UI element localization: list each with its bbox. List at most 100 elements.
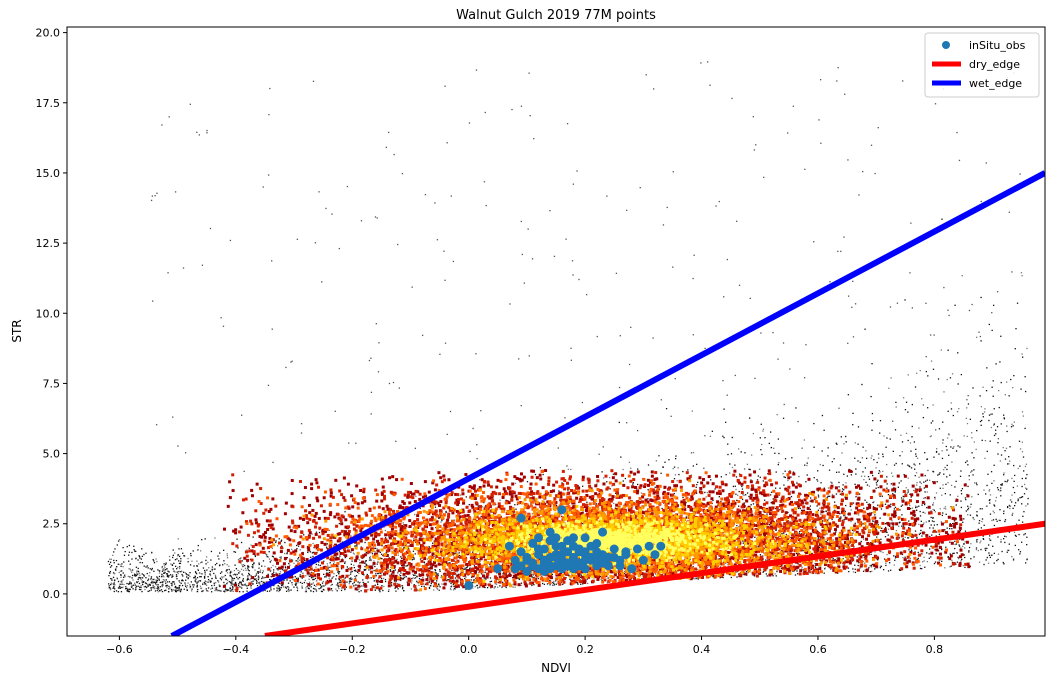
density-point bbox=[919, 510, 921, 513]
density-point bbox=[135, 574, 138, 576]
density-point bbox=[488, 563, 491, 565]
density-point bbox=[119, 583, 121, 585]
density-point bbox=[358, 591, 360, 593]
density-point bbox=[941, 560, 943, 562]
density-point bbox=[350, 577, 352, 579]
density-point bbox=[873, 501, 875, 503]
density-point bbox=[384, 537, 387, 539]
density-point bbox=[879, 517, 881, 519]
density-point bbox=[934, 549, 936, 551]
density-point bbox=[304, 590, 307, 593]
density-point bbox=[825, 540, 827, 543]
density-point bbox=[817, 509, 820, 511]
density-point bbox=[275, 541, 277, 543]
density-point bbox=[880, 565, 883, 568]
density-point bbox=[218, 585, 221, 587]
density-point bbox=[456, 571, 458, 573]
density-point bbox=[969, 514, 972, 516]
density-point bbox=[710, 479, 712, 481]
density-point bbox=[910, 450, 912, 452]
density-point bbox=[765, 518, 767, 520]
density-point bbox=[157, 591, 160, 593]
density-point bbox=[845, 435, 847, 438]
density-point bbox=[229, 581, 232, 583]
density-point bbox=[473, 565, 476, 567]
density-point bbox=[226, 589, 229, 591]
density-point bbox=[140, 558, 143, 560]
density-point bbox=[155, 579, 157, 581]
density-point bbox=[988, 489, 991, 491]
density-point bbox=[844, 560, 846, 562]
density-point bbox=[1011, 477, 1013, 480]
density-point bbox=[930, 556, 932, 558]
density-point bbox=[712, 499, 714, 502]
density-point bbox=[468, 568, 471, 570]
density-point bbox=[821, 520, 824, 522]
density-point bbox=[168, 581, 171, 583]
density-point bbox=[182, 552, 184, 554]
density-point bbox=[895, 515, 897, 517]
density-point bbox=[266, 590, 269, 592]
density-point bbox=[945, 483, 947, 485]
density-point bbox=[205, 584, 208, 586]
density-point bbox=[224, 563, 226, 565]
density-point bbox=[221, 576, 223, 578]
density-point bbox=[175, 574, 178, 576]
density-point bbox=[246, 590, 248, 592]
density-point bbox=[997, 536, 999, 538]
density-point bbox=[210, 580, 212, 582]
density-point bbox=[232, 585, 234, 588]
density-point bbox=[911, 425, 913, 428]
density-point bbox=[862, 554, 864, 556]
density-point bbox=[252, 565, 254, 567]
density-point bbox=[1020, 388, 1022, 390]
density-point bbox=[250, 583, 253, 585]
density-point bbox=[695, 500, 697, 502]
density-point bbox=[204, 569, 206, 572]
density-point bbox=[156, 577, 159, 579]
density-point bbox=[170, 588, 173, 591]
density-point bbox=[864, 467, 867, 469]
density-point bbox=[943, 507, 945, 510]
density-point bbox=[374, 547, 376, 549]
density-point bbox=[311, 583, 313, 585]
density-point bbox=[512, 577, 514, 579]
density-point bbox=[570, 468, 572, 471]
density-point bbox=[936, 481, 938, 483]
density-point bbox=[1020, 496, 1023, 498]
density-point bbox=[186, 573, 188, 576]
density-point bbox=[713, 574, 715, 577]
density-point bbox=[362, 579, 364, 582]
density-point bbox=[393, 567, 396, 569]
density-point bbox=[962, 521, 964, 523]
density-point bbox=[856, 518, 858, 520]
density-point bbox=[414, 574, 416, 576]
density-point bbox=[1024, 465, 1027, 468]
density-point bbox=[939, 508, 941, 510]
density-point bbox=[914, 468, 916, 470]
density-point bbox=[343, 554, 345, 556]
density-point bbox=[431, 554, 434, 557]
density-point bbox=[429, 580, 431, 582]
density-point bbox=[941, 450, 943, 452]
density-point bbox=[946, 533, 949, 535]
density-point bbox=[375, 575, 377, 577]
density-point bbox=[412, 573, 414, 576]
density-point bbox=[150, 587, 153, 589]
density-point bbox=[884, 523, 887, 525]
density-point bbox=[150, 576, 153, 578]
density-point bbox=[868, 485, 871, 487]
density-point bbox=[362, 556, 365, 559]
density-point bbox=[153, 560, 155, 562]
density-point bbox=[576, 581, 578, 583]
density-point bbox=[552, 581, 554, 584]
density-point bbox=[917, 557, 919, 560]
density-point bbox=[858, 562, 860, 564]
density-point bbox=[331, 583, 333, 586]
density-point bbox=[900, 505, 903, 507]
density-point bbox=[869, 565, 871, 567]
density-point bbox=[878, 470, 881, 472]
density-point bbox=[854, 564, 856, 566]
density-point bbox=[280, 557, 282, 559]
density-point bbox=[350, 571, 352, 573]
